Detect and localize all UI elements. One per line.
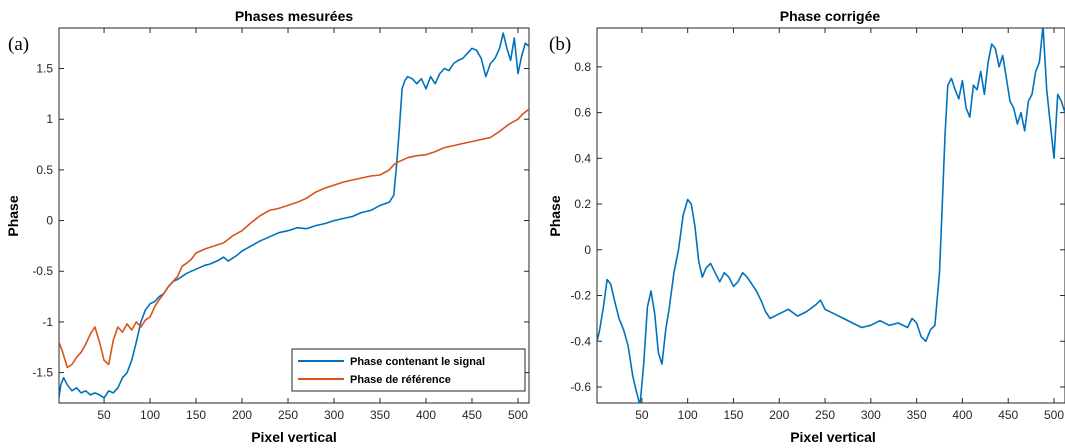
x-tick-label: 450: [462, 408, 482, 422]
y-tick-label: 1: [46, 112, 53, 126]
x-tick-label: 50: [635, 408, 649, 422]
y-tick-label: 0: [584, 243, 591, 257]
panel-b-label: (b): [549, 34, 571, 55]
legend-box: [291, 348, 526, 392]
series-line-0: [59, 32, 529, 399]
panel-b-axes-box: [596, 27, 1065, 404]
y-tick-label: -0.2: [570, 289, 591, 303]
y-tick-label: 0.6: [574, 106, 591, 120]
y-tick-label: -1: [42, 315, 53, 329]
x-tick-label: 200: [232, 408, 252, 422]
panel-a: (a) Phases mesurées Pixel vertical Phase…: [5, 8, 530, 445]
panel-a-ylabel: Phase: [5, 195, 21, 236]
x-tick-label: 100: [140, 408, 160, 422]
x-tick-label: 250: [278, 408, 298, 422]
y-tick-label: 0.4: [574, 151, 591, 165]
panel-b-title: Phase corrigée: [780, 8, 881, 24]
x-tick-label: 400: [952, 408, 972, 422]
x-tick-label: 350: [907, 408, 927, 422]
y-tick-label: -1.5: [32, 366, 53, 380]
y-tick-label: -0.6: [570, 380, 591, 394]
x-tick-label: 250: [815, 408, 835, 422]
series-line-1: [59, 108, 529, 369]
panel-b-lines: [597, 28, 1065, 403]
series-line-0: [597, 28, 1065, 403]
panel-b-ylabel: Phase: [547, 195, 563, 236]
legend: Phase contenant le signal Phase de référ…: [291, 348, 526, 392]
y-tick-label: 0.2: [574, 197, 591, 211]
x-tick-label: 300: [861, 408, 881, 422]
panel-a-xlabel: Pixel vertical: [251, 429, 337, 445]
y-tick-label: 1.5: [36, 62, 53, 76]
y-tick-label: -0.5: [32, 264, 53, 278]
x-tick-label: 500: [1044, 408, 1064, 422]
x-tick-label: 450: [998, 408, 1018, 422]
panel-a-title: Phases mesurées: [235, 8, 354, 24]
panel-a-lines: [59, 32, 529, 399]
y-tick-label: 0.8: [574, 60, 591, 74]
legend-label-signal: Phase contenant le signal: [350, 356, 485, 368]
x-tick-label: 150: [186, 408, 206, 422]
x-tick-label: 100: [678, 408, 698, 422]
x-tick-label: 50: [97, 408, 111, 422]
x-tick-label: 400: [416, 408, 436, 422]
x-tick-label: 500: [508, 408, 528, 422]
x-tick-label: 200: [769, 408, 789, 422]
panel-a-ticks: 50 100 150 200 250 300 350 400 450 500 -1.5 -1 -0.5 0…: [32, 28, 529, 422]
x-tick-label: 350: [370, 408, 390, 422]
y-tick-label: 0: [46, 214, 53, 228]
y-tick-label: -0.4: [570, 334, 591, 348]
legend-label-reference: Phase de référence: [350, 374, 451, 386]
x-tick-label: 300: [324, 408, 344, 422]
y-tick-label: 0.5: [36, 163, 53, 177]
panel-b-xlabel: Pixel vertical: [790, 429, 876, 445]
x-tick-label: 150: [723, 408, 743, 422]
panel-a-label: (a): [8, 34, 29, 55]
panel-b: (b) Phase corrigée Pixel vertical Phase …: [547, 8, 1065, 445]
panel-a-axes-box: [58, 27, 530, 404]
